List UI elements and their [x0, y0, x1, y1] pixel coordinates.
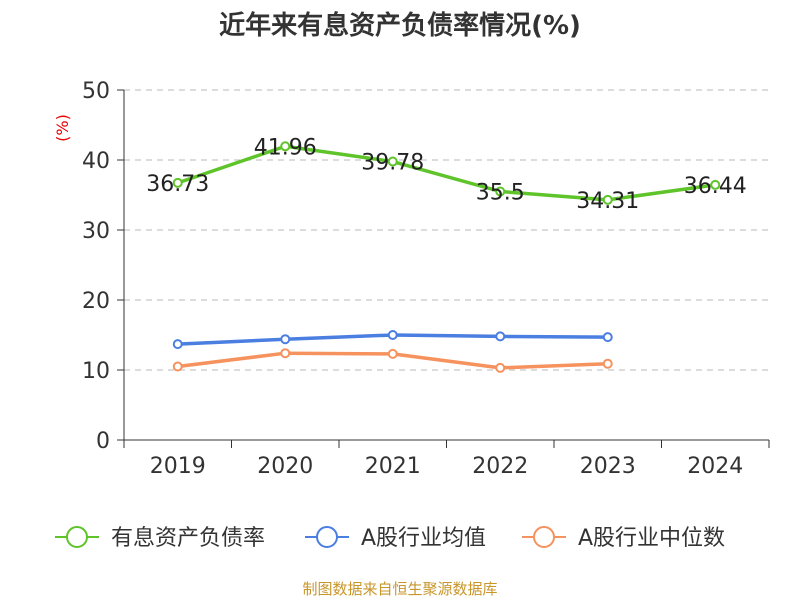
legend-label: A股行业均值 — [361, 526, 486, 551]
legend-item[interactable]: 有息资产负债率 — [55, 526, 265, 551]
series-point — [387, 156, 398, 167]
data-labels: 36.73 41.96 39.78 35.5 34.31 36.44 — [146, 135, 746, 214]
x-tick-label: 2021 — [365, 454, 421, 479]
series-point — [280, 334, 291, 345]
legend-marker-icon — [316, 526, 338, 548]
series-line — [176, 144, 717, 202]
x-tick-label: 2024 — [687, 454, 743, 479]
legend-label: A股行业中位数 — [578, 526, 725, 551]
data-label: 35.5 — [476, 181, 525, 206]
data-label: 41.96 — [254, 135, 317, 160]
data-label: 36.44 — [684, 174, 747, 199]
data-label: 39.78 — [361, 151, 424, 176]
series-point — [387, 348, 398, 359]
legend-marker-icon — [66, 526, 88, 548]
x-tick-label: 2022 — [472, 454, 528, 479]
y-axis-unit: (%) — [53, 114, 72, 142]
y-tick-label: 50 — [82, 79, 110, 104]
series-point — [280, 348, 291, 359]
x-tick-label: 2019 — [150, 454, 206, 479]
y-tick-label: 10 — [82, 359, 110, 384]
series-point — [172, 339, 183, 350]
legend-item[interactable]: A股行业中位数 — [522, 526, 725, 551]
series-point — [495, 186, 506, 197]
series-point — [172, 361, 183, 372]
series-point — [710, 179, 721, 190]
series-point — [172, 177, 183, 188]
x-tick-label: 2020 — [257, 454, 313, 479]
x-tick-label: 2023 — [580, 454, 636, 479]
legend[interactable]: 有息资产负债率 A股行业均值 A股行业中位数 — [55, 526, 725, 551]
series-point — [495, 331, 506, 342]
legend-item[interactable]: A股行业均值 — [305, 526, 486, 551]
series-point — [387, 330, 398, 340]
y-tick-label: 0 — [96, 429, 110, 454]
series-point — [602, 358, 613, 369]
series-point — [280, 141, 291, 152]
grid — [124, 89, 769, 371]
series-group — [172, 141, 721, 373]
y-tick-label: 30 — [82, 219, 110, 244]
legend-label: 有息资产负债率 — [111, 526, 265, 551]
series-point — [495, 362, 506, 373]
series-point — [602, 332, 613, 343]
source-note: 制图数据来自恒生聚源数据库 — [302, 580, 497, 598]
data-label: 34.31 — [576, 189, 639, 214]
chart-title: 近年来有息资产负债率情况(%) — [219, 10, 581, 41]
series-point — [602, 194, 613, 205]
axes: 0 10 20 30 40 50 2019 2020 2021 2022 2023 2024 — [82, 79, 770, 479]
legend-marker-icon — [533, 526, 555, 548]
y-tick-label: 40 — [82, 149, 110, 174]
y-tick-label: 20 — [82, 289, 110, 314]
data-label: 36.73 — [146, 172, 209, 197]
